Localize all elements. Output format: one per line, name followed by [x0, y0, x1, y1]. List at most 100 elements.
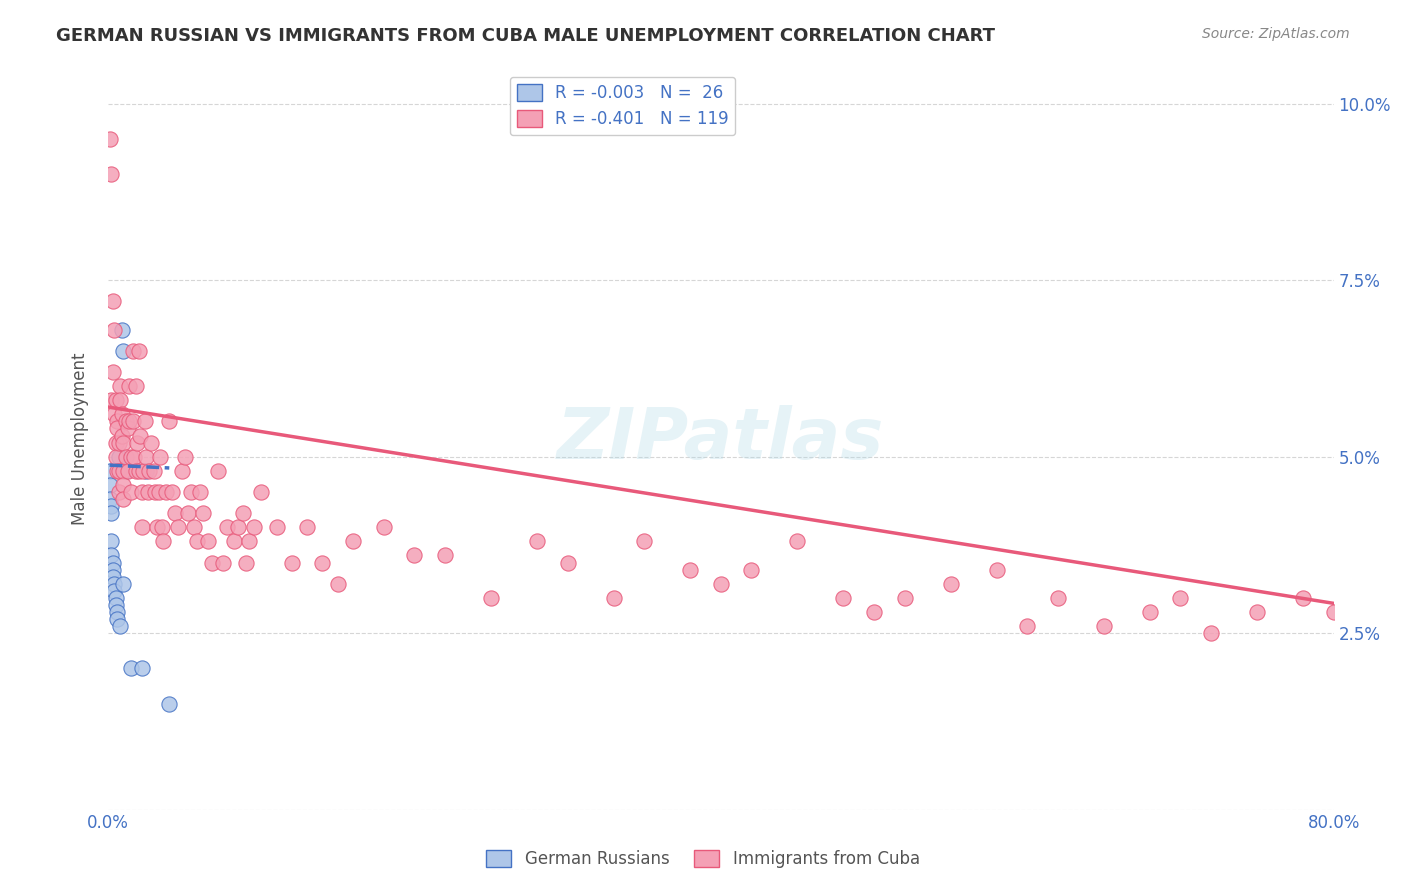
Point — [105, 612, 128, 626]
Point — [326, 576, 349, 591]
Point — [188, 485, 211, 500]
Point — [98, 464, 121, 478]
Point — [115, 414, 138, 428]
Point — [170, 464, 193, 478]
Point — [98, 132, 121, 146]
Y-axis label: Male Unemployment: Male Unemployment — [72, 352, 89, 525]
Point — [939, 576, 962, 591]
Point — [155, 485, 177, 500]
Point — [1353, 619, 1375, 633]
Point — [217, 520, 239, 534]
Point — [157, 414, 180, 428]
Point — [131, 661, 153, 675]
Point — [1199, 626, 1222, 640]
Point — [100, 393, 122, 408]
Point — [117, 464, 139, 478]
Point — [128, 343, 150, 358]
Point — [107, 435, 129, 450]
Point — [100, 167, 122, 181]
Point — [1046, 591, 1069, 605]
Point — [110, 379, 132, 393]
Point — [342, 534, 364, 549]
Point — [100, 506, 122, 520]
Point — [986, 563, 1008, 577]
Point — [122, 450, 145, 464]
Point — [602, 591, 624, 605]
Point — [101, 556, 124, 570]
Point — [157, 697, 180, 711]
Point — [1399, 591, 1406, 605]
Point — [104, 450, 127, 464]
Point — [101, 569, 124, 583]
Point — [101, 294, 124, 309]
Point — [134, 414, 156, 428]
Point — [111, 407, 134, 421]
Point — [238, 534, 260, 549]
Point — [124, 379, 146, 393]
Point — [152, 534, 174, 549]
Text: ZIPatlas: ZIPatlas — [557, 405, 884, 474]
Point — [226, 520, 249, 534]
Point — [139, 435, 162, 450]
Point — [118, 379, 141, 393]
Point — [148, 485, 170, 500]
Point — [710, 576, 733, 591]
Point — [105, 421, 128, 435]
Point — [173, 450, 195, 464]
Point — [112, 343, 135, 358]
Point — [129, 428, 152, 442]
Text: Source: ZipAtlas.com: Source: ZipAtlas.com — [1202, 27, 1350, 41]
Point — [281, 556, 304, 570]
Point — [1292, 591, 1315, 605]
Point — [242, 520, 264, 534]
Point — [266, 520, 288, 534]
Point — [115, 450, 138, 464]
Point — [142, 464, 165, 478]
Point — [118, 414, 141, 428]
Point — [679, 563, 702, 577]
Point — [212, 556, 235, 570]
Point — [110, 619, 132, 633]
Point — [434, 549, 457, 563]
Point — [101, 365, 124, 379]
Point — [145, 485, 167, 500]
Point — [311, 556, 333, 570]
Point — [98, 478, 121, 492]
Point — [207, 464, 229, 478]
Point — [135, 450, 157, 464]
Point — [295, 520, 318, 534]
Point — [104, 591, 127, 605]
Point — [100, 534, 122, 549]
Point — [557, 556, 579, 570]
Point — [373, 520, 395, 534]
Point — [740, 563, 762, 577]
Point — [107, 450, 129, 464]
Point — [235, 556, 257, 570]
Point — [101, 563, 124, 577]
Point — [138, 464, 160, 478]
Point — [112, 491, 135, 506]
Point — [150, 520, 173, 534]
Point — [120, 661, 142, 675]
Point — [135, 464, 157, 478]
Point — [115, 464, 138, 478]
Point — [232, 506, 254, 520]
Point — [1017, 619, 1039, 633]
Point — [222, 534, 245, 549]
Point — [183, 520, 205, 534]
Point — [1092, 619, 1115, 633]
Point — [1323, 605, 1346, 619]
Point — [1246, 605, 1268, 619]
Point — [112, 576, 135, 591]
Point — [103, 323, 125, 337]
Point — [167, 520, 190, 534]
Point — [479, 591, 502, 605]
Point — [104, 598, 127, 612]
Point — [136, 485, 159, 500]
Point — [165, 506, 187, 520]
Point — [104, 393, 127, 408]
Point — [146, 520, 169, 534]
Point — [132, 464, 155, 478]
Point — [180, 485, 202, 500]
Legend: R = -0.003   N =  26, R = -0.401   N = 119: R = -0.003 N = 26, R = -0.401 N = 119 — [510, 77, 735, 135]
